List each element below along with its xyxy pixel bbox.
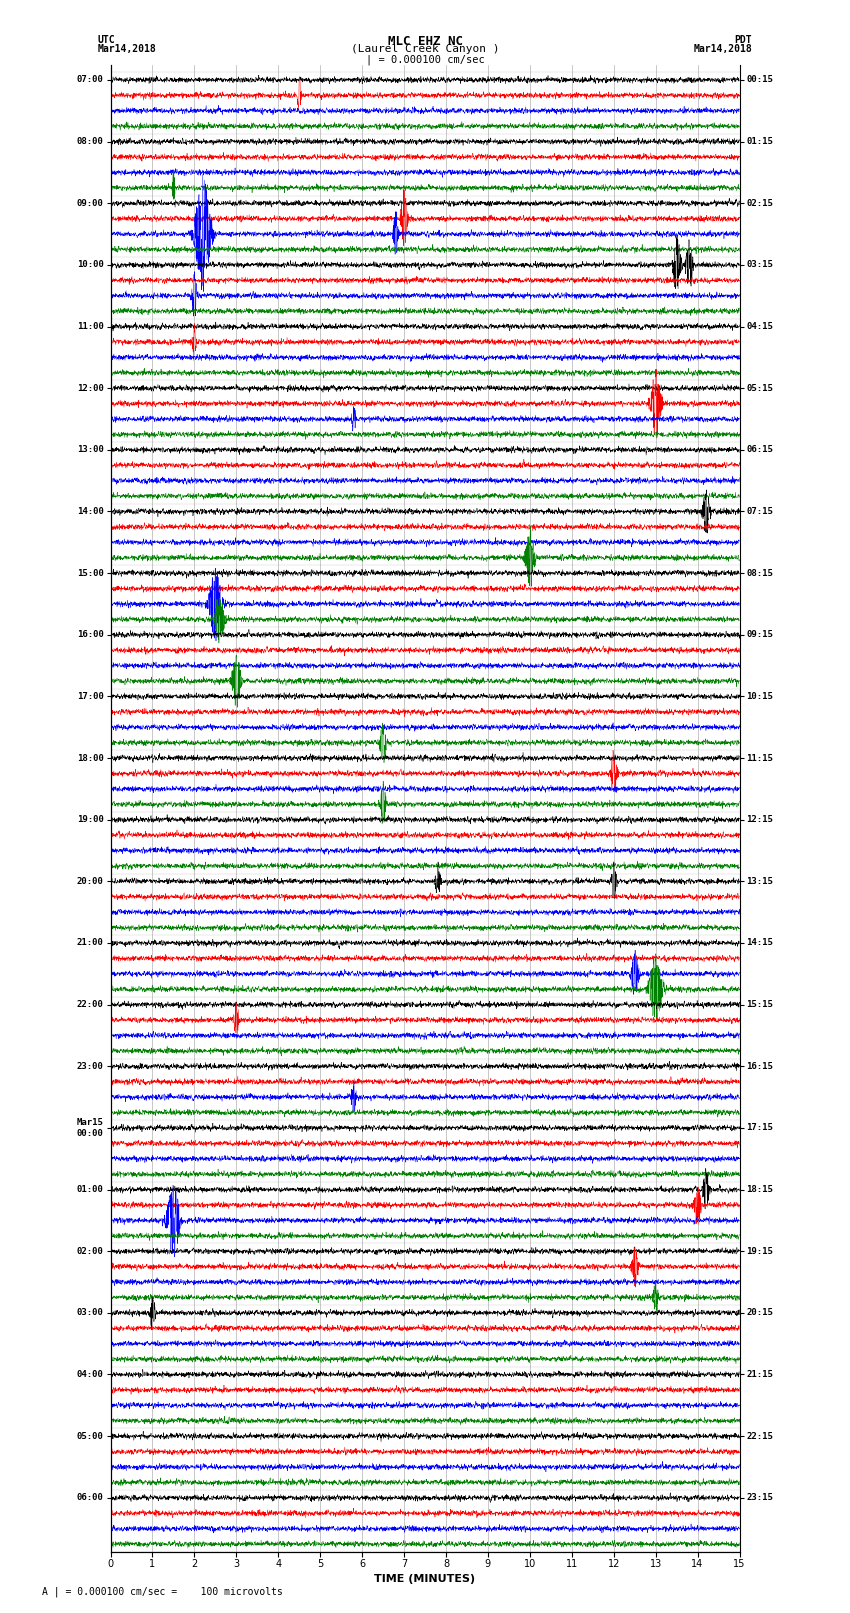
X-axis label: TIME (MINUTES): TIME (MINUTES)	[375, 1574, 475, 1584]
Text: A | = 0.000100 cm/sec =    100 microvolts: A | = 0.000100 cm/sec = 100 microvolts	[42, 1586, 283, 1597]
Text: MLC EHZ NC: MLC EHZ NC	[388, 35, 462, 48]
Text: Mar14,2018: Mar14,2018	[694, 44, 752, 55]
Text: PDT: PDT	[734, 35, 752, 45]
Text: UTC: UTC	[98, 35, 116, 45]
Text: (Laurel Creek Canyon ): (Laurel Creek Canyon )	[351, 44, 499, 55]
Text: Mar14,2018: Mar14,2018	[98, 44, 156, 55]
Text: | = 0.000100 cm/sec: | = 0.000100 cm/sec	[366, 53, 484, 65]
